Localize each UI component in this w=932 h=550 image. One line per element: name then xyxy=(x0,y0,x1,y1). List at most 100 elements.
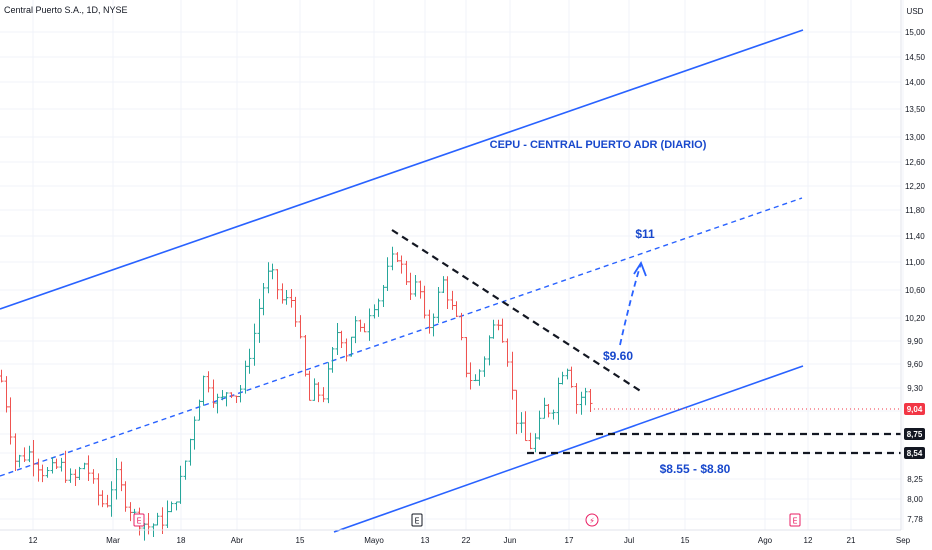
ohlc-bar xyxy=(574,383,579,414)
price-axis[interactable]: 15,00 14,50 14,00 13,50 13,00 12,60 12,20 11,80… xyxy=(905,28,926,524)
annotation-support-zone: $8.55 - $8.80 xyxy=(660,462,731,476)
channel-mid-line xyxy=(0,197,803,477)
ohlc-bar xyxy=(174,501,179,511)
ohlc-bar xyxy=(385,257,390,292)
time-tick-label: 18 xyxy=(177,536,186,545)
ohlc-bar xyxy=(142,523,147,541)
ohlc-bar xyxy=(436,287,441,323)
time-tick-label: 21 xyxy=(847,536,856,545)
ohlc-bar xyxy=(404,260,409,285)
ohlc-bar xyxy=(450,290,455,310)
ohlc-bar xyxy=(105,494,110,508)
current-price-label: 9,04 xyxy=(907,405,923,414)
event-marker: E xyxy=(133,513,145,527)
time-tick-label: 22 xyxy=(462,536,471,545)
ohlc-bar xyxy=(13,433,18,472)
ohlc-bar xyxy=(303,334,308,377)
ohlc-bar xyxy=(215,393,220,414)
ohlc-bar xyxy=(68,468,73,483)
ohlc-bar xyxy=(289,288,294,308)
ohlc-bar xyxy=(579,391,584,415)
ohlc-bar xyxy=(560,371,565,385)
ohlc-bar xyxy=(119,461,124,492)
ohlc-bar xyxy=(468,362,473,390)
ohlc-bar xyxy=(496,319,501,331)
ohlc-bar xyxy=(238,384,243,403)
ohlc-bar xyxy=(588,389,593,412)
ohlc-bar xyxy=(473,374,478,382)
ohlc-bar xyxy=(257,298,262,343)
event-marker-label: E xyxy=(136,517,141,526)
symbol-title: Central Puerto S.A., 1D, NYSE xyxy=(4,5,128,15)
ohlc-bar xyxy=(59,457,64,472)
ohlc-bar xyxy=(50,457,55,474)
ohlc-bar xyxy=(31,440,36,477)
time-tick-label: 15 xyxy=(681,536,690,545)
chart-title: CEPU - CENTRAL PUERTO ADR (DIARIO) xyxy=(490,139,707,151)
ohlc-bar xyxy=(307,370,312,401)
ohlc-bar xyxy=(298,315,303,339)
time-tick-label: 13 xyxy=(421,536,430,545)
ohlc-bar xyxy=(266,262,271,294)
ohlc-bar xyxy=(123,481,128,512)
event-marker-box xyxy=(789,513,801,527)
ohlc-bar xyxy=(96,473,101,506)
price-tick-label: 8,00 xyxy=(907,495,923,504)
ohlc-bar xyxy=(546,404,551,418)
event-markers[interactable]: E E ⚡ E xyxy=(133,513,801,527)
ohlc-bar xyxy=(445,276,450,309)
time-axis[interactable]: 12 Mar 18 Abr 15 Mayo 13 22 Jun 17 Jul 15 Ago 12 21 Sep xyxy=(29,536,911,545)
ohlc-bar xyxy=(326,362,331,404)
ohlc-bar xyxy=(165,500,170,529)
ohlc-bar xyxy=(459,312,464,341)
ohlc-bar xyxy=(353,316,358,344)
ohlc-bar xyxy=(284,289,289,305)
event-marker-box xyxy=(133,513,145,527)
price-tick-label: 9,60 xyxy=(907,360,923,369)
event-marker-circle xyxy=(585,513,599,527)
price-tick-label: 15,00 xyxy=(905,28,926,37)
ohlc-bar xyxy=(551,409,556,420)
ohlc-bar xyxy=(128,502,133,522)
annotation-target-11: $11 xyxy=(635,227,655,241)
ohlc-bar xyxy=(178,465,183,504)
projection-arrow xyxy=(619,262,642,346)
ohlc-bar xyxy=(188,438,193,466)
ohlc-bar xyxy=(4,376,9,413)
price-tick-label: 12,20 xyxy=(905,182,926,191)
ohlc-bar xyxy=(514,389,519,435)
ohlc-bar xyxy=(275,269,280,300)
trend-channel xyxy=(0,29,804,533)
ohlc-bar xyxy=(454,301,459,318)
annotation-9-60: $9.60 xyxy=(603,349,633,363)
ohlc-bar xyxy=(339,330,344,349)
event-marker: E xyxy=(411,513,423,527)
ohlc-bar xyxy=(533,433,538,453)
ohlc-bar xyxy=(335,322,340,356)
ohlc-bar xyxy=(330,346,335,373)
ohlc-bar xyxy=(206,371,211,393)
ohlc-bar xyxy=(537,410,542,440)
ohlc-bar xyxy=(358,319,363,332)
ohlc-bar xyxy=(27,445,32,463)
price-tick-label: 13,50 xyxy=(905,105,926,114)
ohlc-bar xyxy=(224,392,229,407)
ohlc-bar xyxy=(36,458,41,482)
ohlc-bar xyxy=(523,411,528,442)
time-tick-label: 15 xyxy=(296,536,305,545)
ohlc-bar xyxy=(431,313,436,337)
price-tick-label: 10,20 xyxy=(905,314,926,323)
price-tick-label: 10,60 xyxy=(905,286,926,295)
ohlc-bar xyxy=(441,276,446,294)
ohlc-bar xyxy=(565,368,570,380)
channel-lower-line xyxy=(333,365,804,533)
ohlc-bar xyxy=(82,462,87,470)
event-marker: ⚡ xyxy=(585,513,599,527)
event-marker-label: E xyxy=(414,517,419,526)
ohlc-bar xyxy=(395,252,400,263)
ohlc-bar xyxy=(100,490,105,508)
drawings xyxy=(391,229,901,455)
time-tick-label: 12 xyxy=(804,536,813,545)
ohlc-bar xyxy=(376,298,381,317)
